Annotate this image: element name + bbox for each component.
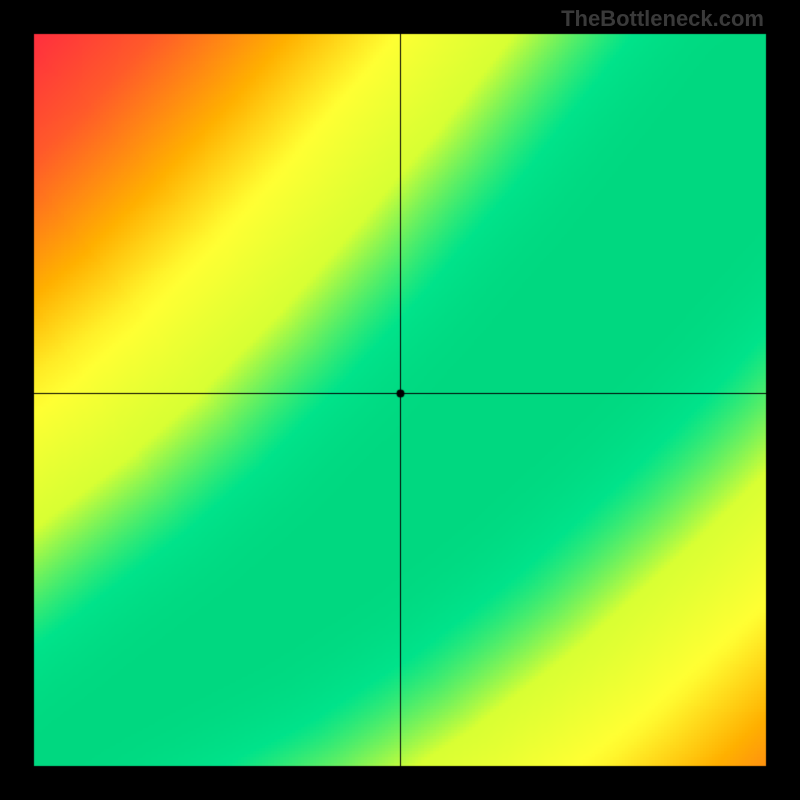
watermark-text: TheBottleneck.com: [561, 6, 764, 32]
bottleneck-heatmap: [0, 0, 800, 800]
chart-container: TheBottleneck.com: [0, 0, 800, 800]
